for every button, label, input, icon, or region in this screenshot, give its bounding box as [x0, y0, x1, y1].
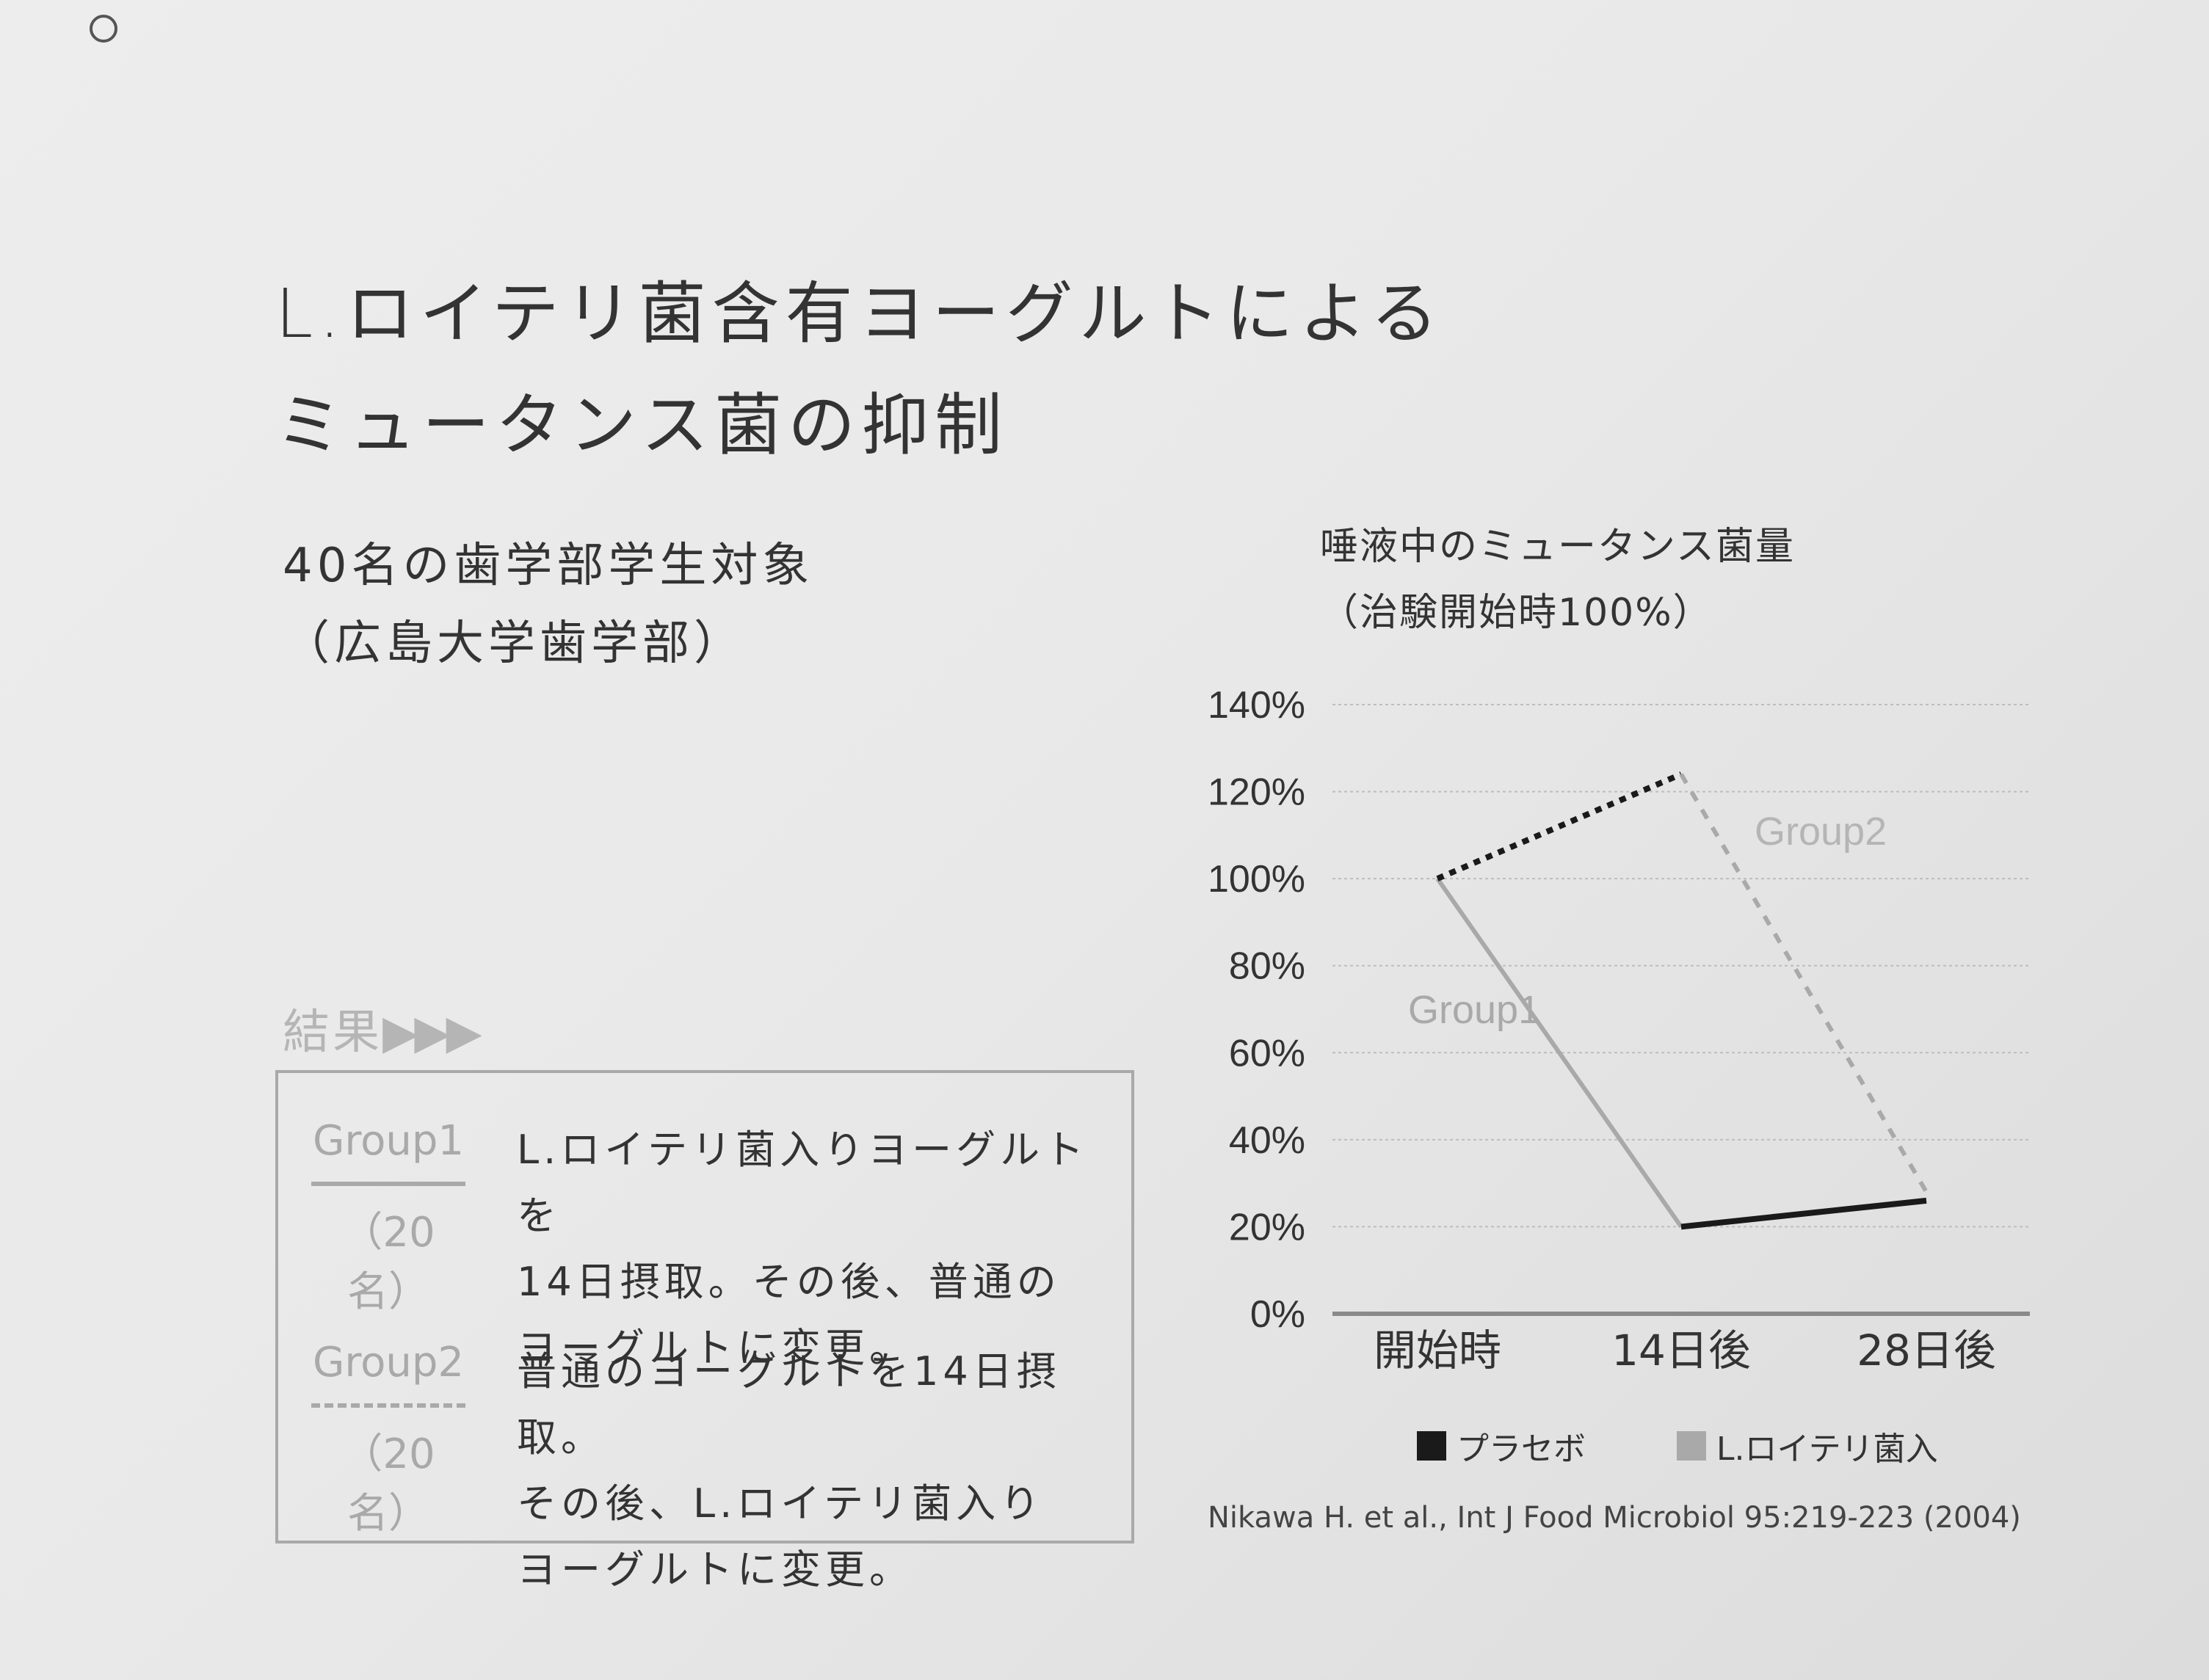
- y-tick-label: 40%: [1229, 1119, 1305, 1162]
- chart-title-line-1: 唾液中のミュータンス菌量: [1320, 525, 1795, 569]
- desc-line: ヨーグルトに変更。: [517, 1325, 913, 1371]
- binder-hole: [90, 15, 117, 43]
- y-tick-label: 80%: [1229, 945, 1305, 988]
- solid-line-marker: [311, 1182, 465, 1186]
- black-square-icon: [1417, 1431, 1446, 1461]
- series-label-group1: Group1: [1408, 988, 1540, 1032]
- results-box: Group1 （20名） L.ロイテリ菌入りヨーグルトを 14日摂取。その後、普…: [275, 1070, 1134, 1593]
- series-segment-group2: [1436, 771, 1683, 881]
- x-tick-label: 14日後: [1611, 1326, 1751, 1375]
- legend: プラセボ L.ロイテリ菌入: [1417, 1422, 2019, 1469]
- results-heading: 結果▶▶▶: [283, 994, 482, 1062]
- dashed-line-marker: [311, 1403, 465, 1408]
- y-tick-label: 140%: [1208, 684, 1305, 727]
- y-tick-label: 60%: [1229, 1032, 1305, 1074]
- y-tick-label: 0%: [1250, 1293, 1305, 1336]
- series-label-group2: Group2: [1755, 810, 1887, 854]
- desc-line: L.ロイテリ菌入りヨーグルトを: [517, 1127, 1089, 1239]
- study-subject: 40名の歯学部学生対象 （広島大学歯学部）: [283, 527, 813, 683]
- y-tick-label: 120%: [1208, 771, 1305, 814]
- title-line-1: L.ロイテリ菌含有ヨーグルトによる: [275, 274, 1444, 353]
- subject-line-1: 40名の歯学部学生対象: [283, 539, 814, 593]
- desc-line: ヨーグルトに変更。: [517, 1546, 913, 1593]
- citation: Nikawa H. et al., Int J Food Microbiol 9…: [1208, 1501, 2021, 1535]
- group-name: Group2: [312, 1339, 465, 1386]
- y-tick-label: 100%: [1208, 858, 1305, 901]
- legend-label: プラセボ: [1457, 1430, 1586, 1468]
- legend-label: L.ロイテリ菌入: [1716, 1430, 1938, 1468]
- group-count: （20名）: [341, 1430, 435, 1538]
- line-chart: 0% 20% 40% 60% 80% 100% 120% 140% 開始時 14日後 28日後 Gro…: [1208, 684, 2030, 1375]
- desc-line: その後、L.ロイテリ菌入り: [517, 1480, 1045, 1527]
- group-name: Group1: [312, 1117, 465, 1165]
- title-line-2: ミュータンス菌の抑制: [275, 386, 1009, 465]
- desc-line: 14日摂取。その後、普通の: [517, 1259, 1061, 1305]
- y-tick-label: 20%: [1229, 1206, 1305, 1248]
- gray-square-icon: [1677, 1431, 1706, 1461]
- triangle-arrows-icon: ▶▶▶: [382, 1006, 482, 1060]
- results-label: 結果: [283, 1006, 382, 1060]
- page-title: L.ロイテリ菌含有ヨーグルトによる ミュータンス菌の抑制: [275, 258, 1444, 481]
- legend-item-placebo: プラセボ: [1417, 1422, 1586, 1469]
- series-segment-group1: [1435, 877, 1683, 1229]
- desc-line: 普通のヨーグルトを14日摂取。: [517, 1348, 1061, 1461]
- x-tick-label: 開始時: [1374, 1326, 1501, 1375]
- series-segment-group1: [1680, 1197, 1927, 1230]
- legend-item-reuteri: L.ロイテリ菌入: [1677, 1422, 1938, 1469]
- group-count: （20名）: [341, 1209, 435, 1316]
- chart-title: 唾液中のミュータンス菌量 （治験開始時100%）: [1320, 514, 1795, 646]
- x-tick-label: 28日後: [1857, 1326, 1996, 1375]
- subject-line-2: （広島大学歯学部）: [283, 617, 745, 671]
- group-description: L.ロイテリ菌入りヨーグルトを 14日摂取。その後、普通の ヨーグルトに変更。: [517, 1117, 1126, 1381]
- group-description: 普通のヨーグルトを14日摂取。 その後、L.ロイテリ菌入り ヨーグルトに変更。: [517, 1339, 1126, 1603]
- chart-title-line-2: （治験開始時100%）: [1320, 591, 1713, 635]
